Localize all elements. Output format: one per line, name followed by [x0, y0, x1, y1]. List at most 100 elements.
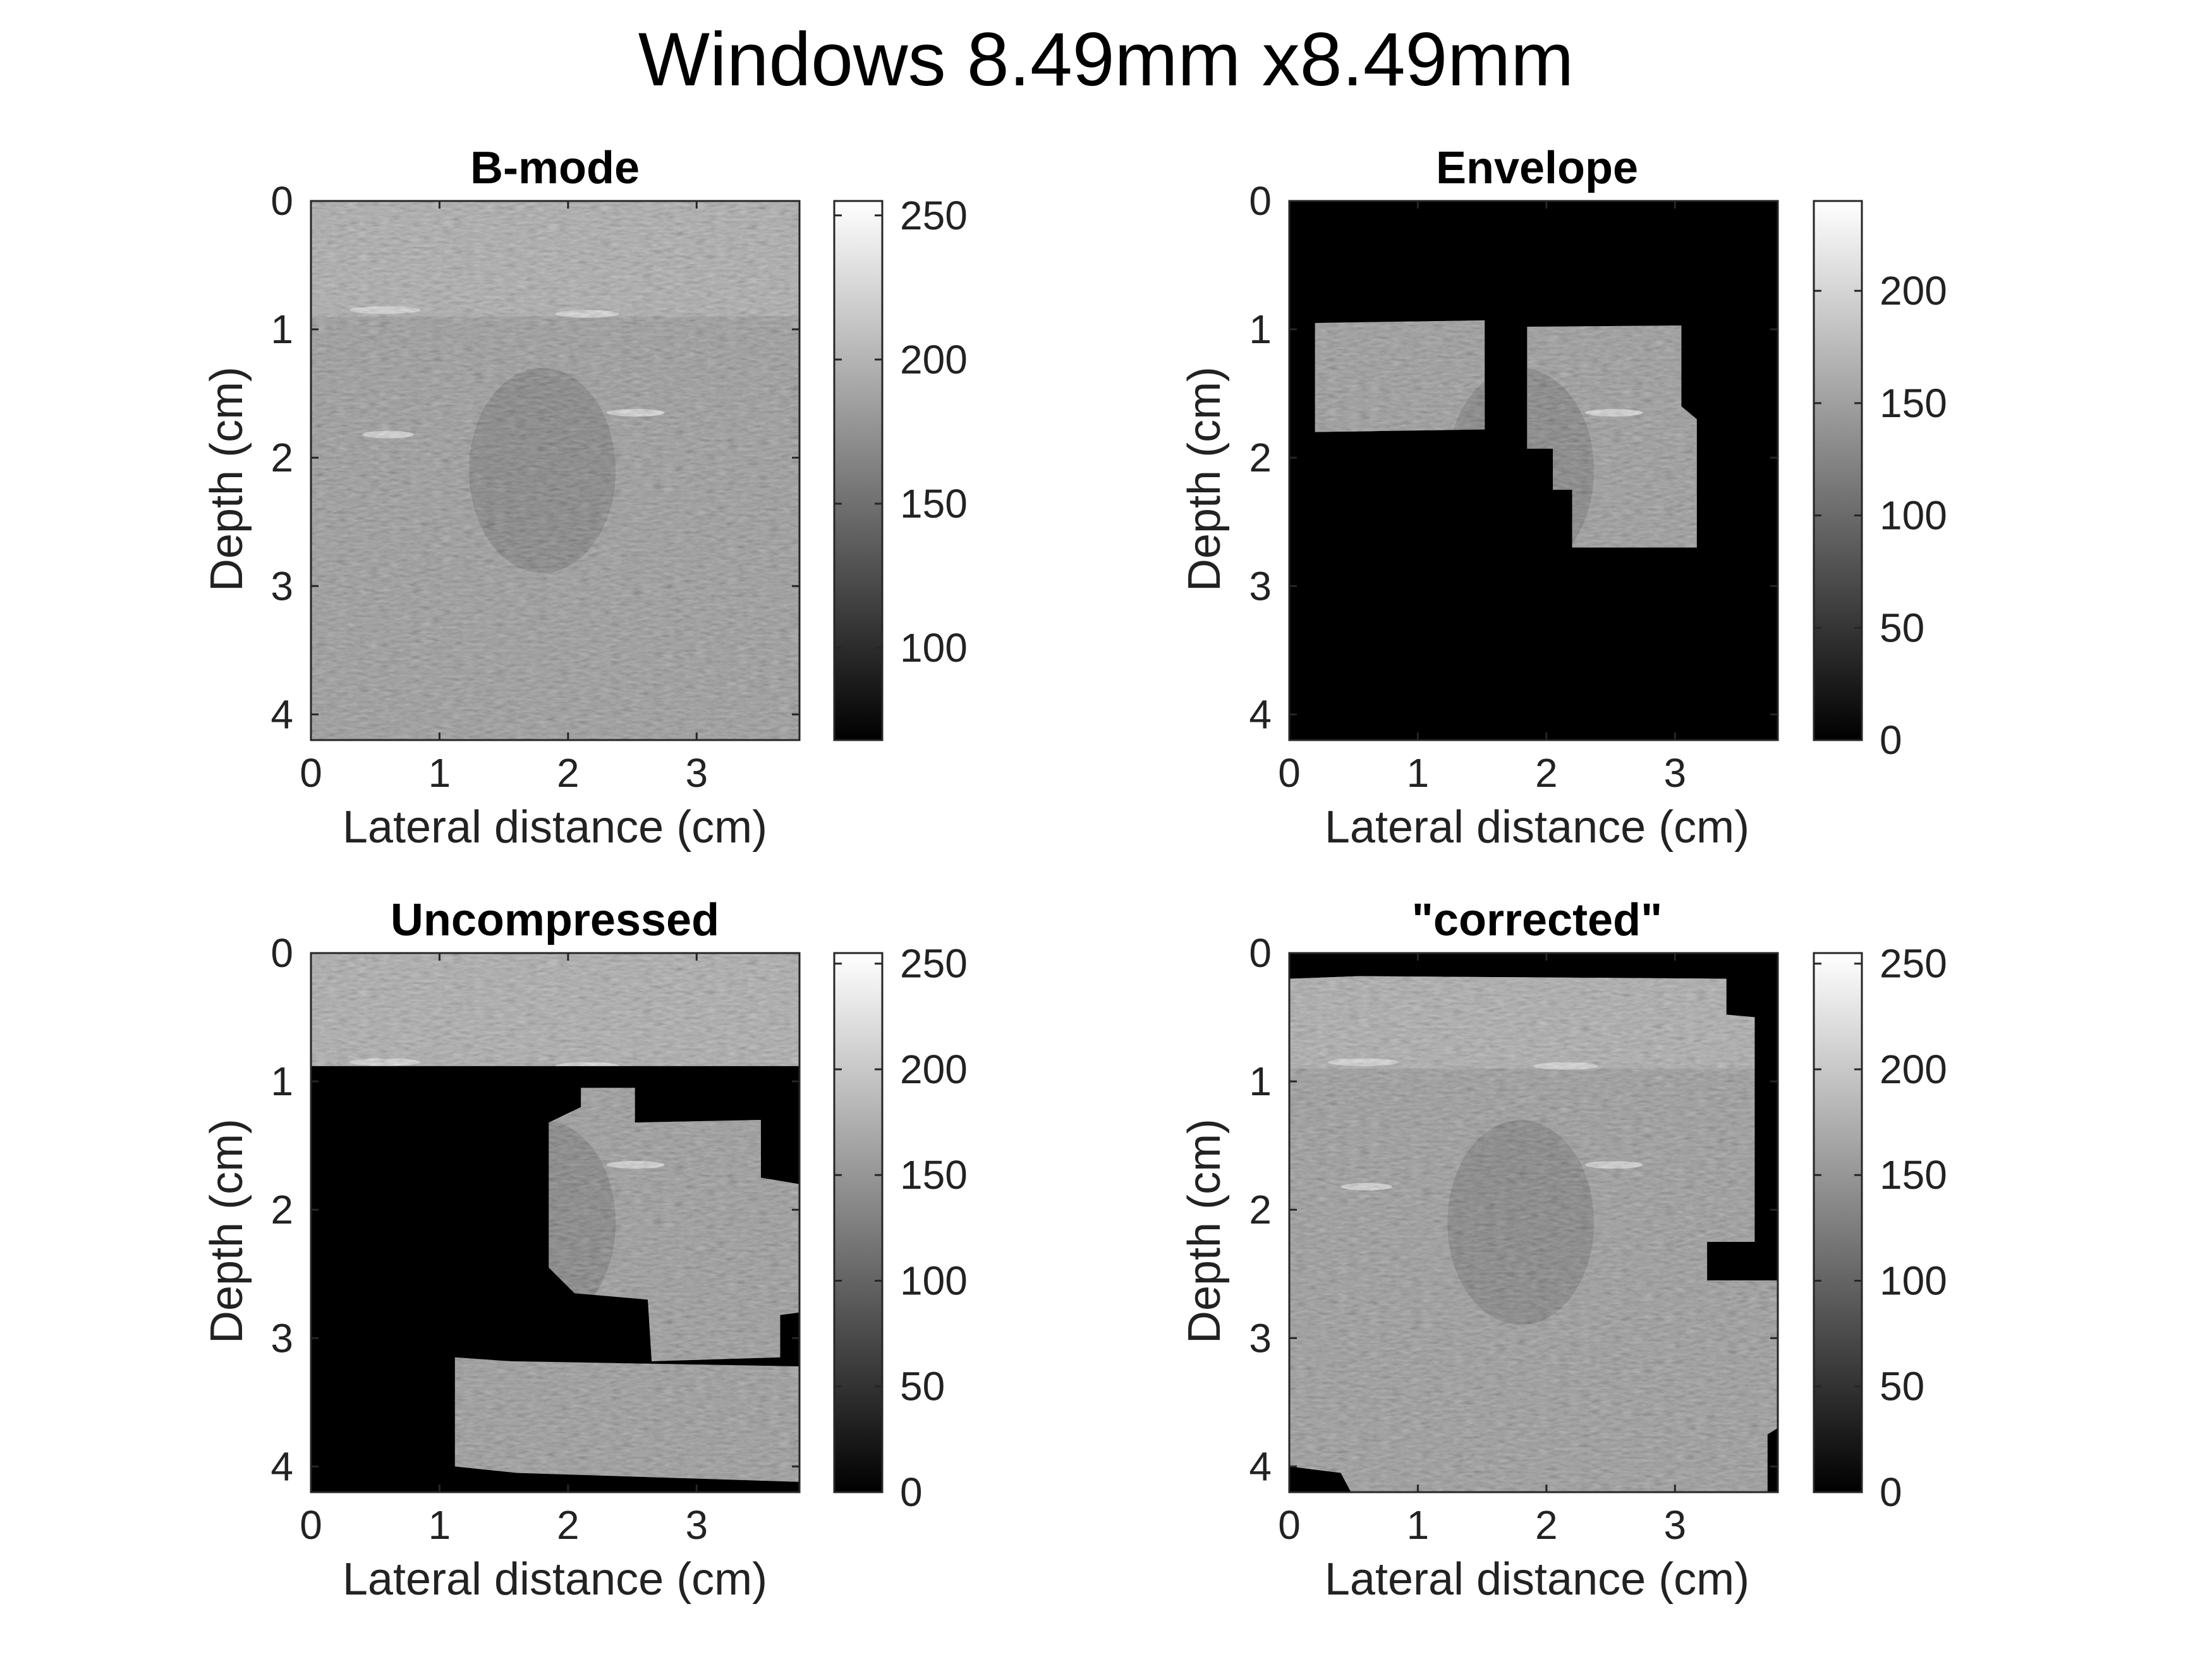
x-tick-label: 0	[1278, 750, 1301, 796]
colorbar-tick-label: 200	[900, 337, 968, 382]
colorbar-tick-label: 200	[1880, 1047, 1947, 1092]
x-ticks: 0 1 2 3	[300, 201, 708, 796]
plot-area	[310, 200, 801, 741]
x-axis-label: Lateral distance (cm)	[343, 1554, 767, 1605]
x-tick-label: 0	[300, 750, 322, 796]
axes-frame	[310, 952, 801, 1493]
y-axis-label: Depth (cm)	[1179, 1119, 1230, 1344]
plot-area	[1288, 952, 1779, 1493]
panel-title: Envelope	[1436, 143, 1638, 193]
colorbar-tick-label: 150	[900, 1152, 968, 1198]
y-tick-label: 4	[270, 1443, 293, 1489]
plot-area	[1288, 200, 1779, 741]
panel-title: "corrected"	[1412, 895, 1662, 945]
image-region	[311, 201, 799, 740]
colorbar-gradient	[1813, 200, 1863, 741]
colorbar-tick-label: 150	[1880, 1152, 1947, 1198]
x-axis-label: Lateral distance (cm)	[1325, 802, 1749, 853]
colorbar: 100 150 200 250	[833, 193, 968, 741]
y-tick-label: 4	[1249, 691, 1272, 737]
y-ticks: 0 1 2 3 4	[270, 178, 799, 737]
colorbar-tick-label: 50	[1880, 1364, 1924, 1409]
y-tick-label: 1	[270, 1059, 293, 1104]
x-tick-label: 3	[1663, 1502, 1686, 1548]
image-speckle	[311, 201, 799, 740]
y-tick-label: 0	[1249, 930, 1272, 976]
axes-frame	[1288, 952, 1779, 1493]
y-tick-label: 2	[270, 1187, 293, 1232]
colorbar-tick-label: 100	[900, 625, 968, 671]
x-tick-label: 0	[1278, 1502, 1301, 1548]
x-ticks: 0 1 2 3	[300, 953, 708, 1548]
y-axis-label: Depth (cm)	[1179, 367, 1230, 592]
y-tick-label: 3	[270, 1315, 293, 1361]
panel-title: B-mode	[470, 143, 640, 193]
y-tick-label: 3	[270, 563, 293, 609]
x-tick-label: 2	[557, 1502, 580, 1548]
colorbar-tick-label: 150	[1880, 380, 1947, 426]
colorbar: 0 50 100 150 200 250	[1813, 941, 1947, 1515]
y-tick-label: 3	[1249, 1315, 1272, 1361]
y-axis-label: Depth (cm)	[202, 367, 252, 592]
panel-uncompressed: Uncompressed 0 1 2 3 0 1 2 3 4 Lateral distance…	[202, 895, 968, 1605]
axes-frame	[1288, 200, 1779, 741]
colorbar-tick-label: 0	[1880, 717, 1902, 763]
panel-corrected: "corrected" 0 1 2 3 0 1 2 3 4 Lateral distance …	[1179, 895, 1947, 1605]
x-ticks: 0 1 2 3	[1278, 201, 1686, 796]
axes-frame	[310, 200, 801, 741]
x-tick-label: 1	[428, 1502, 451, 1548]
y-tick-label: 2	[1249, 435, 1272, 480]
colorbar-tick-label: 50	[900, 1364, 945, 1409]
y-ticks: 0 1 2 3 4	[270, 930, 799, 1489]
image-speckle	[1289, 976, 1778, 1492]
x-tick-label: 1	[1407, 1502, 1430, 1548]
x-tick-label: 3	[685, 1502, 708, 1548]
x-tick-label: 2	[557, 750, 580, 796]
y-tick-label: 1	[1249, 1059, 1272, 1104]
colorbar-tick-label: 0	[1880, 1469, 1902, 1515]
y-tick-label: 3	[1249, 563, 1272, 609]
colorbar-tick-label: 250	[1880, 941, 1947, 987]
colorbar-gradient	[833, 952, 884, 1493]
x-tick-label: 1	[428, 750, 451, 796]
colorbar-tick-label: 250	[900, 941, 968, 987]
x-tick-label: 3	[685, 750, 708, 796]
colorbar-tick-label: 100	[1880, 493, 1947, 538]
colorbar-tick-label: 200	[900, 1047, 968, 1092]
y-tick-label: 0	[270, 178, 293, 224]
colorbar-gradient	[833, 200, 884, 741]
x-axis-label: Lateral distance (cm)	[1325, 1554, 1749, 1605]
y-tick-label: 4	[1249, 1443, 1272, 1489]
colorbar-tick-label: 100	[900, 1258, 968, 1303]
plot-area	[310, 952, 801, 1493]
y-tick-label: 0	[270, 930, 293, 976]
y-tick-label: 0	[1249, 178, 1272, 224]
x-tick-label: 2	[1535, 750, 1558, 796]
y-axis-label: Depth (cm)	[202, 1119, 252, 1344]
y-tick-label: 1	[1249, 307, 1272, 352]
colorbar-tick-label: 250	[900, 193, 968, 238]
colorbar: 0 50 100 150 200	[1813, 200, 1947, 763]
x-tick-label: 1	[1407, 750, 1430, 796]
x-tick-label: 3	[1663, 750, 1686, 796]
colorbar-tick-label: 50	[1880, 605, 1924, 650]
y-ticks: 0 1 2 3 4	[1249, 178, 1778, 737]
y-tick-label: 1	[270, 307, 293, 352]
panel-title: Uncompressed	[391, 895, 719, 945]
x-tick-label: 2	[1535, 1502, 1558, 1548]
x-ticks: 0 1 2 3	[1278, 953, 1686, 1548]
y-tick-label: 2	[1249, 1187, 1272, 1232]
plot-background	[1289, 201, 1778, 740]
image-region	[1289, 976, 1778, 1492]
x-axis-label: Lateral distance (cm)	[343, 802, 767, 853]
y-tick-label: 4	[270, 691, 293, 737]
colorbar-tick-label: 0	[900, 1469, 923, 1515]
colorbar-gradient	[1813, 952, 1863, 1493]
x-tick-label: 0	[300, 1502, 322, 1548]
colorbar-tick-label: 200	[1880, 268, 1947, 313]
panel-envelope: Envelope 0 1 2 3 0 1 2 3 4 Lateral distance (cm…	[1179, 143, 1947, 853]
y-ticks: 0 1 2 3 4	[1249, 930, 1778, 1489]
colorbar-tick-label: 150	[900, 481, 968, 526]
